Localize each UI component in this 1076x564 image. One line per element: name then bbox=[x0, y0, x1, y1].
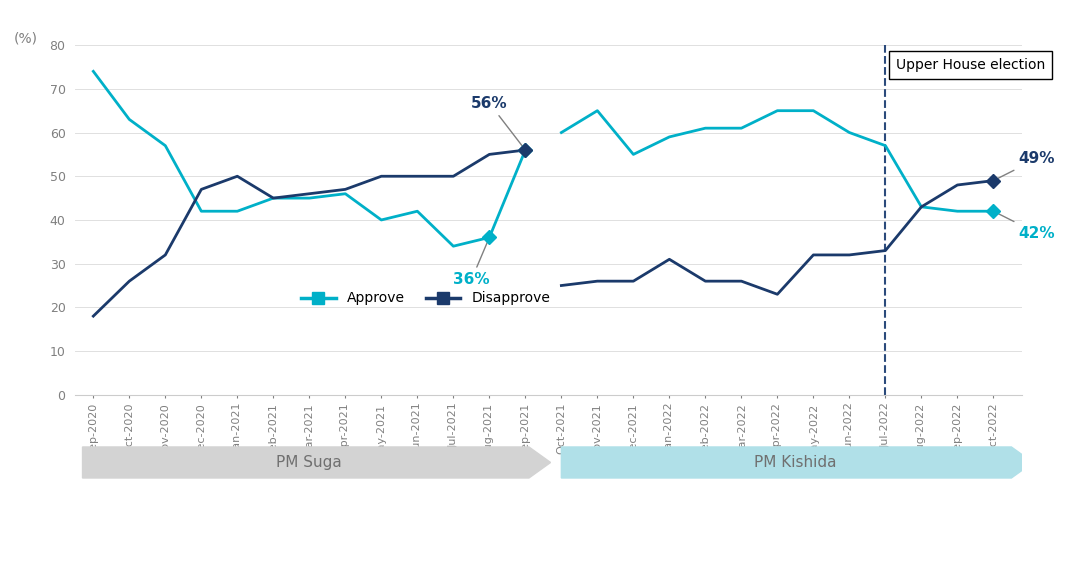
FancyArrow shape bbox=[562, 447, 1033, 478]
Text: PM Kishida: PM Kishida bbox=[754, 455, 837, 470]
Text: (%): (%) bbox=[14, 31, 38, 45]
Legend: Approve, Disapprove: Approve, Disapprove bbox=[296, 286, 556, 311]
Text: 36%: 36% bbox=[453, 240, 490, 288]
Text: 56%: 56% bbox=[471, 96, 524, 148]
FancyArrow shape bbox=[83, 447, 551, 478]
Text: Upper House election: Upper House election bbox=[896, 58, 1046, 72]
Text: 42%: 42% bbox=[996, 213, 1056, 241]
Text: 49%: 49% bbox=[996, 151, 1056, 179]
Text: PM Suga: PM Suga bbox=[277, 455, 342, 470]
